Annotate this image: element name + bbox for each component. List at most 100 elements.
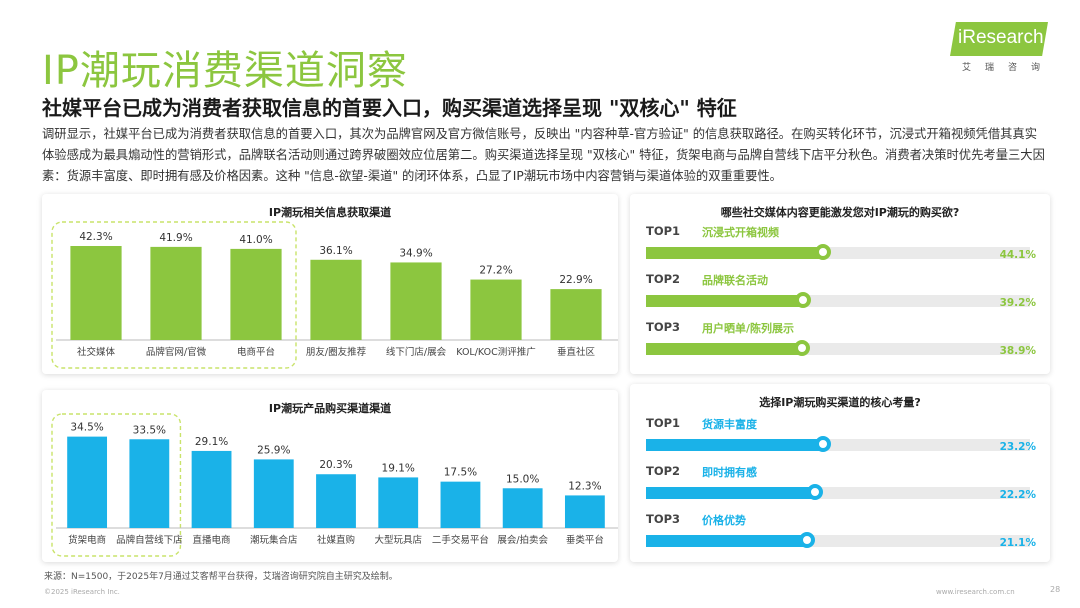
core-factor-panel: 选择IP潮玩购买渠道的核心考量? TOP1 货源丰富度 23.2% TOP2 即时拥有感… — [630, 384, 1050, 562]
core-factor-title: 选择IP潮玩购买渠道的核心考量? — [759, 396, 921, 409]
footer-url: www.iresearch.com.cn — [936, 588, 1015, 596]
info-channel-category-label: 朋友/圈友推荐 — [306, 346, 367, 358]
purchase-channel-data-label: 19.1% — [382, 462, 415, 474]
core-factor-rank-row: TOP3 价格优势 21.1% — [646, 512, 1036, 549]
info-channel-category-label: 品牌官网/官微 — [146, 346, 207, 358]
info-channel-category-label: 电商平台 — [237, 346, 275, 358]
info-channel-data-label: 41.9% — [159, 232, 192, 244]
social-content-rank-name: 品牌联名活动 — [702, 274, 768, 287]
purchase-channel-data-label: 20.3% — [319, 459, 352, 471]
purchase-channel-title: IP潮玩产品购买渠道渠道 — [268, 402, 392, 415]
social-content-rank-row: TOP2 品牌联名活动 39.2% — [646, 272, 1036, 309]
info-channel-bar — [230, 248, 282, 340]
core-factor-rank-label: TOP3 — [646, 512, 681, 526]
social-content-rank-fill — [646, 295, 803, 307]
social-content-rank-marker — [814, 244, 831, 260]
purchase-channel-bar — [440, 481, 481, 528]
info-channel-bar — [310, 259, 362, 340]
info-channel-bar — [150, 246, 202, 340]
info-channel-bar — [550, 289, 602, 340]
purchase-channel-data-label: 29.1% — [195, 436, 228, 448]
social-content-rank-track — [646, 244, 1030, 260]
purchase-channel-category-label: 展会/拍卖会 — [497, 534, 548, 546]
social-content-rank-marker — [793, 340, 810, 356]
info-channel-data-label: 36.1% — [319, 245, 352, 257]
info-channel-data-label: 27.2% — [479, 265, 512, 277]
social-content-title: 哪些社交媒体内容更能激发您对IP潮玩的购买欲? — [720, 206, 960, 219]
core-factor-rank-value: 22.2% — [999, 489, 1036, 501]
core-factor-rank-label: TOP1 — [646, 416, 681, 430]
info-channel-highlight-box — [51, 221, 297, 369]
purchase-channel-bar — [67, 436, 108, 528]
info-channel-panel: IP潮玩相关信息获取渠道 42.3% 社交媒体 41.9% 品牌官网/官微 41.0% 电… — [42, 194, 618, 374]
purchase-channel-bar — [191, 450, 232, 528]
purchase-channel-bar — [129, 439, 170, 528]
social-content-rank-track — [646, 340, 1030, 356]
purchase-channel-category-label: 直播电商 — [193, 534, 231, 546]
core-factor-rank-track — [646, 484, 1030, 500]
purchase-channel-bar — [316, 474, 356, 528]
core-factor-rank-name: 价格优势 — [702, 514, 746, 527]
purchase-channel-bar — [253, 459, 294, 528]
purchase-channel-panel: IP潮玩产品购买渠道渠道 34.5% 货架电商 33.5% 品牌自营线下店 29.1% 直… — [42, 390, 618, 562]
info-channel-category-label: 线下门店/展会 — [386, 346, 447, 358]
core-factor-rank-row: TOP1 货源丰富度 23.2% — [646, 416, 1036, 453]
purchase-channel-bar — [564, 495, 605, 528]
social-content-rank-value: 38.9% — [999, 345, 1036, 357]
purchase-channel-data-label: 34.5% — [70, 422, 103, 434]
core-factor-rank-marker — [798, 532, 815, 548]
social-content-rank-track — [646, 292, 1030, 308]
purchase-channel-highlight-box — [51, 413, 182, 557]
iresearch-logo: iResearch 艾瑞咨询 — [950, 22, 1050, 80]
purchase-channel-data-label: 33.5% — [133, 424, 166, 436]
social-content-rank-fill — [646, 343, 802, 355]
purchase-channel-category-label: 品牌自营线下店 — [116, 534, 183, 546]
logo-brand: iResearch — [958, 27, 1044, 48]
info-channel-category-label: 社交媒体 — [77, 346, 116, 358]
purchase-channel-bar — [502, 488, 543, 528]
purchase-channel-category-label: 社媒直购 — [317, 534, 355, 546]
info-channel-data-label: 42.3% — [79, 231, 112, 243]
info-channel-data-label: 34.9% — [399, 247, 432, 259]
core-factor-rank-name: 货源丰富度 — [702, 418, 757, 431]
social-content-rank-fill — [646, 247, 823, 259]
purchase-channel-chart: 34.5% 货架电商 33.5% 品牌自营线下店 29.1% 直播电商 25.9% 潮玩集合店… — [51, 413, 618, 557]
core-factor-rank-track — [646, 436, 1030, 452]
purchase-channel-category-label: 二手交易平台 — [432, 534, 489, 546]
purchase-channel-category-label: 潮玩集合店 — [250, 534, 298, 546]
social-content-rank-label: TOP3 — [646, 320, 681, 334]
social-content-rank-value: 44.1% — [999, 249, 1036, 261]
page-title: IP潮玩消费渠道洞察 — [42, 48, 408, 94]
info-channel-bar — [470, 279, 522, 340]
social-content-rank-label: TOP1 — [646, 224, 681, 238]
core-factor-rank-value: 21.1% — [999, 537, 1036, 549]
info-channel-title: IP潮玩相关信息获取渠道 — [268, 206, 392, 219]
purchase-channel-data-label: 25.9% — [257, 444, 290, 456]
footer-source: 来源：N=1500，于2025年7月通过艾客帮平台获得，艾瑞咨询研究院自主研究及… — [44, 572, 398, 582]
purchase-channel-category-label: 货架电商 — [68, 534, 106, 546]
logo-mark — [950, 22, 1048, 56]
core-factor-rank-fill — [646, 487, 816, 499]
purchase-channel-data-label: 17.5% — [444, 467, 477, 479]
info-channel-data-label: 41.0% — [239, 234, 272, 246]
page-subtitle: 社媒平台已成为消费者获取信息的首要入口，购买渠道选择呈现 "双核心" 特征 — [42, 96, 737, 120]
purchase-channel-data-label: 15.0% — [506, 473, 539, 485]
info-channel-chart: 42.3% 社交媒体 41.9% 品牌官网/官微 41.0% 电商平台 36.1% 朋友/圈友… — [51, 221, 618, 369]
info-channel-category-label: KOL/KOC测评推广 — [456, 346, 536, 358]
info-channel-category-label: 垂直社区 — [557, 346, 596, 358]
info-channel-data-label: 22.9% — [559, 274, 592, 286]
logo-cn: 艾瑞咨询 — [962, 63, 1055, 73]
core-factor-rank-fill — [646, 535, 807, 547]
social-content-rank-row: TOP3 用户晒单/陈列展示 38.9% — [646, 320, 1036, 357]
core-factor-rank-track — [646, 532, 1030, 548]
purchase-channel-category-label: 垂类平台 — [566, 534, 604, 546]
core-factor-rank-label: TOP2 — [646, 464, 681, 478]
core-factor-rank-marker — [814, 436, 831, 452]
social-content-panel: 哪些社交媒体内容更能激发您对IP潮玩的购买欲? TOP1 沉浸式开箱视频 44.1%… — [630, 194, 1050, 374]
social-content-rank-value: 39.2% — [999, 297, 1036, 309]
core-factor-rank-value: 23.2% — [999, 441, 1036, 453]
footer-copyright: ©2025 iResearch Inc. — [44, 588, 120, 596]
summary-text: 调研显示，社媒平台已成为消费者获取信息的首要入口，其次为品牌官网及官方微信账号，… — [42, 127, 1045, 183]
social-content-rank-label: TOP2 — [646, 272, 681, 286]
core-factor-rank-marker — [807, 484, 824, 500]
